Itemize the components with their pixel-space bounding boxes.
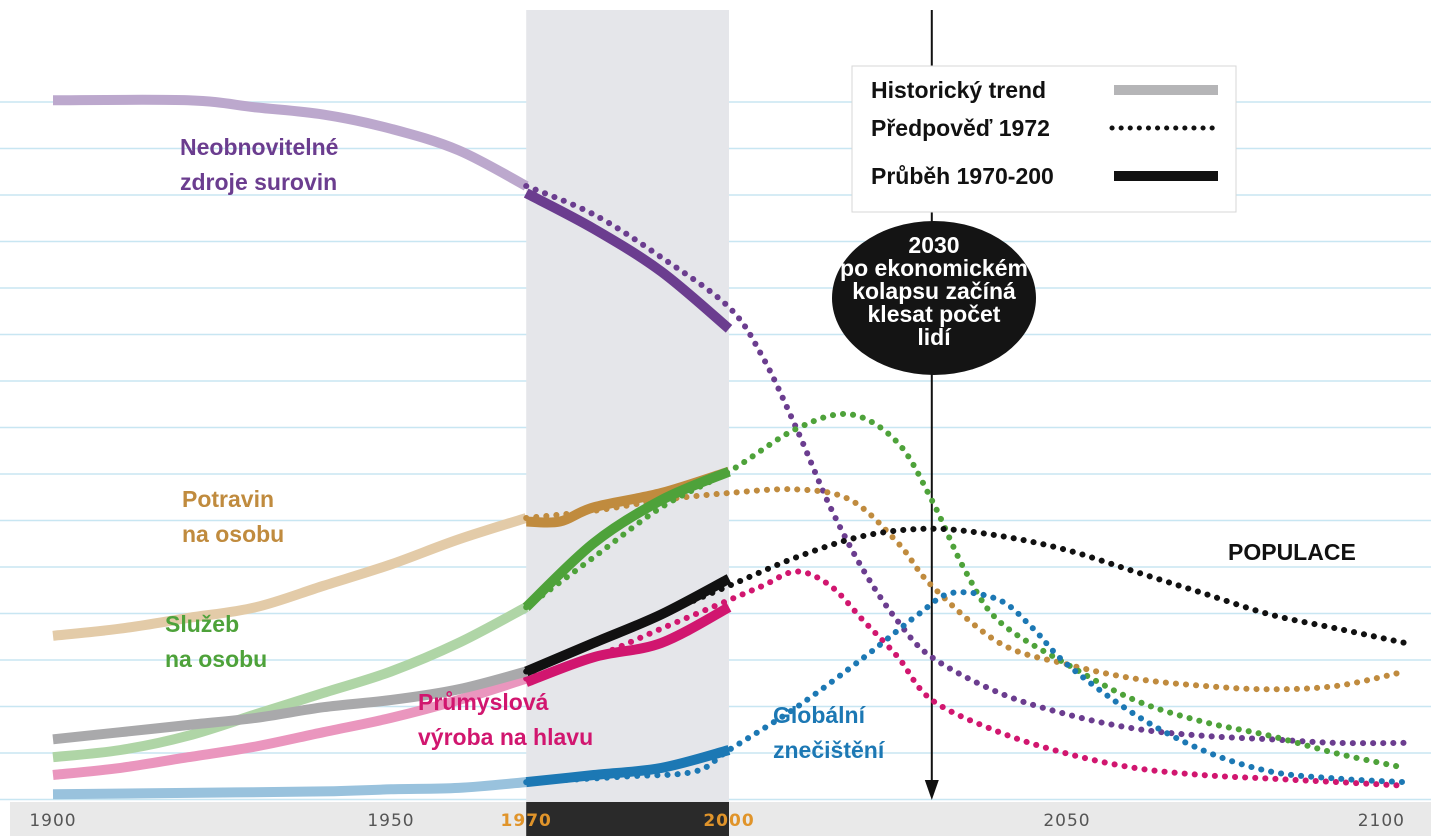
series-resources	[52, 94, 1408, 747]
label-pollution: Globální	[773, 702, 867, 728]
label-industry: Průmyslová	[418, 689, 549, 715]
historical-line-population	[52, 666, 528, 745]
series-pollution	[52, 589, 1408, 800]
x-tick-label: 1900	[29, 811, 76, 831]
actual-line-pollution	[525, 745, 731, 788]
callout-text: klesat počet	[868, 301, 1001, 327]
legend: Historický trend Předpověď 1972 Průběh 197…	[851, 65, 1237, 213]
forecast-line-services	[523, 410, 1408, 771]
x-tick-label: 2100	[1358, 811, 1405, 831]
actual-line-services	[522, 466, 731, 611]
callout-text: 2030	[908, 232, 959, 258]
historical-line-services	[52, 602, 529, 763]
series-lines	[52, 94, 1408, 800]
label-resources: Neobnovitelné	[180, 134, 338, 160]
label-food: Potravin	[182, 486, 274, 512]
actual-line-industry	[524, 602, 732, 687]
forecast-line-industry	[523, 568, 1408, 789]
actual-line-resources	[523, 188, 733, 333]
x-tick-label: 1950	[367, 811, 414, 831]
forecast-line-resources	[523, 183, 1408, 747]
actual-line-population	[524, 574, 732, 677]
series-population	[52, 525, 1408, 745]
historical-line-resources	[52, 94, 529, 191]
forecast-line-pollution	[523, 589, 1408, 786]
historical-line-food	[52, 513, 528, 641]
series-services	[52, 410, 1408, 771]
callout-text: lidí	[917, 324, 952, 350]
label-food: na osobu	[182, 521, 284, 547]
callout-text: kolapsu začíná	[852, 278, 1016, 304]
label-resources: zdroje surovin	[180, 169, 337, 195]
legend-label: Průběh 1970-200	[871, 163, 1054, 189]
callout-ellipse	[832, 221, 1036, 375]
legend-label: Předpověď 1972	[871, 115, 1050, 141]
highlight-band-1970-2000	[526, 10, 729, 802]
label-services: na osobu	[165, 646, 267, 672]
historical-line-pollution	[52, 777, 527, 800]
x-axis: 1900 1950 1970 2000 2050 2100	[10, 802, 1431, 836]
x-tick-label: 1970	[501, 811, 552, 831]
historical-line-industry	[52, 673, 528, 780]
label-pollution: znečištění	[773, 737, 886, 763]
callout-text: po ekonomickém	[840, 255, 1028, 281]
label-population: POPULACE	[1228, 539, 1356, 565]
x-tick-label: 2000	[703, 811, 754, 831]
label-industry: výroba na hlavu	[418, 724, 593, 750]
series-labels: Neobnovitelné zdroje surovin Potravin na os…	[165, 134, 1356, 763]
legend-label: Historický trend	[871, 77, 1046, 103]
marker-arrow-icon	[924, 780, 939, 800]
x-tick-label: 2050	[1043, 811, 1090, 831]
series-industry	[52, 568, 1408, 789]
label-services: Služeb	[165, 611, 239, 637]
axis-highlight	[526, 802, 729, 836]
